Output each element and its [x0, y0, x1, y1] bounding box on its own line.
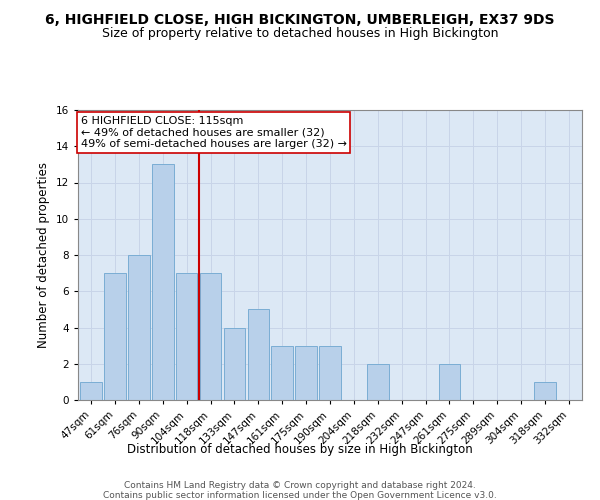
Bar: [152, 164, 173, 400]
Text: 6 HIGHFIELD CLOSE: 115sqm
← 49% of detached houses are smaller (32)
49% of semi-: 6 HIGHFIELD CLOSE: 115sqm ← 49% of detac…: [80, 116, 347, 149]
Bar: [295, 346, 317, 400]
Bar: [439, 364, 460, 400]
Bar: [367, 364, 389, 400]
Text: Distribution of detached houses by size in High Bickington: Distribution of detached houses by size …: [127, 442, 473, 456]
Bar: [176, 273, 197, 400]
Bar: [104, 273, 126, 400]
Text: Contains public sector information licensed under the Open Government Licence v3: Contains public sector information licen…: [103, 491, 497, 500]
Bar: [271, 346, 293, 400]
Bar: [224, 328, 245, 400]
Bar: [534, 382, 556, 400]
Text: 6, HIGHFIELD CLOSE, HIGH BICKINGTON, UMBERLEIGH, EX37 9DS: 6, HIGHFIELD CLOSE, HIGH BICKINGTON, UMB…: [45, 12, 555, 26]
Bar: [80, 382, 102, 400]
Text: Size of property relative to detached houses in High Bickington: Size of property relative to detached ho…: [102, 28, 498, 40]
Bar: [319, 346, 341, 400]
Bar: [248, 310, 269, 400]
Y-axis label: Number of detached properties: Number of detached properties: [37, 162, 50, 348]
Bar: [128, 255, 149, 400]
Text: Contains HM Land Registry data © Crown copyright and database right 2024.: Contains HM Land Registry data © Crown c…: [124, 481, 476, 490]
Bar: [200, 273, 221, 400]
